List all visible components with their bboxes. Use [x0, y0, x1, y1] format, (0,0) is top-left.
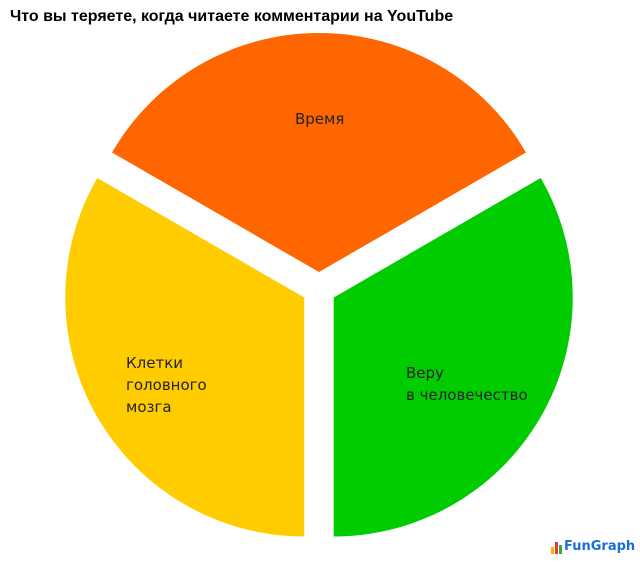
fungraph-logo: FunGraph	[551, 539, 635, 554]
logo-bars-icon	[551, 541, 562, 554]
pie-slice	[65, 178, 305, 537]
chart-title: Что вы теряете, когда читаете комментари…	[10, 8, 454, 25]
pie-slice	[112, 33, 526, 273]
logo-text: FunGraph	[564, 539, 636, 554]
slice-label: Веру в человечество	[406, 364, 528, 404]
pie-slice	[333, 178, 573, 537]
slice-label: Время	[295, 110, 345, 128]
slice-label: Клетки головного мозга	[126, 354, 207, 416]
